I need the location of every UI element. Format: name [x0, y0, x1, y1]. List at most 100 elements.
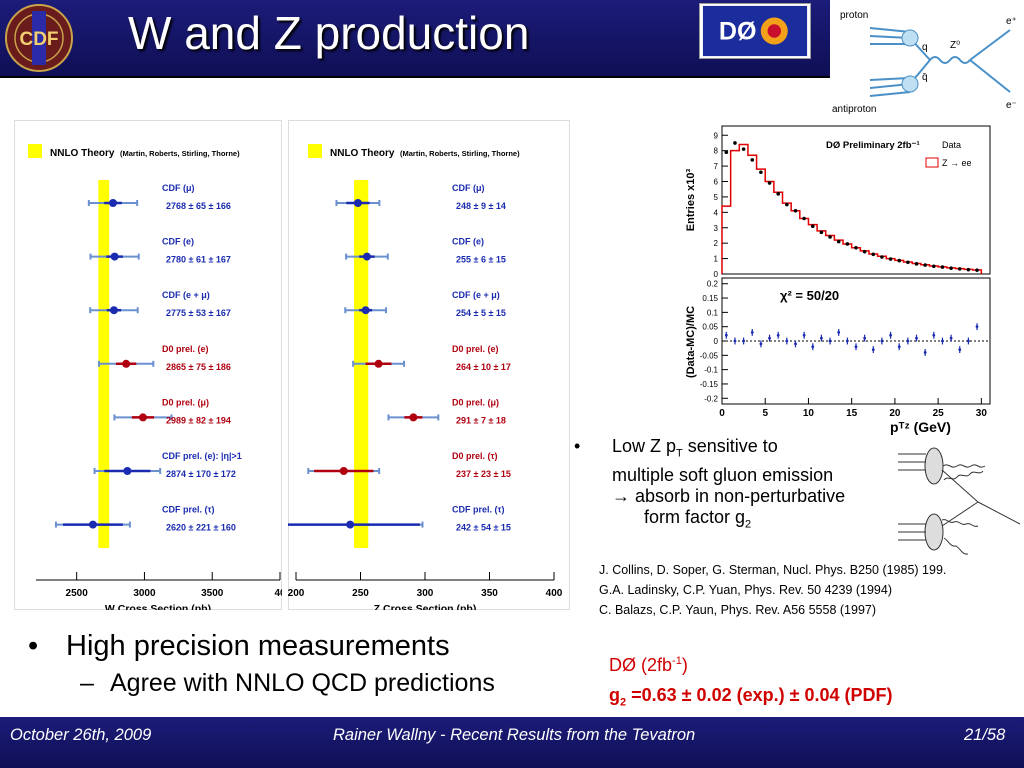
data-point	[966, 267, 971, 272]
measurement-label: CDF (e)	[162, 237, 194, 247]
d0-result-line2-sub: 2	[620, 696, 627, 709]
data-point	[845, 242, 850, 246]
measurement-value: 254 ± 5 ± 15	[456, 308, 506, 318]
d0-logo-text: DØ	[719, 18, 757, 46]
x-tick-label: 300	[417, 588, 434, 599]
x-tick-label: 200	[288, 588, 305, 599]
feynman-proton: proton	[840, 10, 868, 21]
reference-3: C. Balazs, C.P. Yaun, Phys. Rev. A56 555…	[599, 603, 877, 617]
ratio-point	[785, 339, 789, 343]
data-point	[949, 266, 953, 270]
data-point	[362, 252, 371, 261]
ratio-point	[759, 342, 763, 346]
ratio-point	[915, 336, 918, 340]
lowz-line1a: Low Z p	[612, 436, 677, 456]
data-point	[854, 245, 858, 250]
data-point	[123, 467, 132, 475]
x-axis-label: Z Cross Section (pb)	[374, 603, 477, 610]
ratio-point	[906, 339, 910, 343]
ratio-point	[802, 333, 806, 337]
measurement-label: D0 prel. (τ)	[452, 451, 498, 461]
x-axis-label: W Cross Section (pb)	[105, 603, 211, 610]
x-tick-label: 15	[846, 408, 858, 419]
y-tick-label: -0.15	[700, 380, 719, 389]
measurement-value: 2865 ± 75 ± 186	[166, 362, 231, 372]
chi2-label: χ² = 50/20	[780, 288, 839, 303]
lowz-bullet: • Low Z pT sensitive to multiple soft glu…	[574, 436, 914, 535]
data-point	[109, 306, 118, 315]
measurement-value: 2874 ± 170 ± 172	[166, 469, 236, 479]
x-tick-label: 40	[274, 588, 282, 599]
slide-title: W and Z production	[128, 7, 530, 59]
legend-label: NNLO Theory	[330, 148, 395, 159]
y-tick-label: 0.15	[702, 294, 718, 303]
bullet-sub: Agree with NNLO QCD predictions	[110, 669, 495, 697]
y-tick-label: 4	[714, 208, 719, 217]
x-tick-label: 3500	[201, 588, 224, 599]
y-axis-label-top: Entries x10³	[685, 168, 697, 231]
feynman-eminus: e⁻	[1006, 100, 1017, 111]
y-tick-label: 5	[714, 193, 719, 202]
ratio-point	[941, 339, 944, 343]
bullet-dot: •	[28, 630, 39, 662]
measurement-label: CDF (μ)	[452, 183, 485, 193]
feynman-antiproton: antiproton	[832, 104, 876, 115]
data-point	[88, 520, 97, 529]
x-tick-label: 25	[933, 408, 945, 419]
d0-logo: DØ	[699, 3, 811, 59]
cdf-logo-text: CDF	[19, 29, 58, 50]
feynman-qbar: q̄	[922, 72, 928, 83]
x-tick-label: 250	[352, 588, 369, 599]
bullet-dot: •	[574, 436, 581, 456]
ratio-point	[932, 333, 936, 337]
ratio-point	[845, 339, 849, 343]
ratio-point	[768, 336, 771, 340]
data-point	[374, 359, 383, 368]
legend-swatch	[308, 144, 322, 158]
measurement-value: 2780 ± 61 ± 167	[166, 255, 231, 265]
legend-mc-swatch	[925, 157, 939, 168]
y-tick-label: 7	[714, 162, 719, 171]
y-tick-label: 3	[714, 224, 719, 233]
data-point	[724, 150, 729, 155]
x-tick-label: 0	[719, 408, 725, 419]
references: J. Collins, D. Soper, G. Sterman, Nucl. …	[599, 560, 946, 620]
data-point	[122, 359, 131, 368]
ratio-point	[811, 345, 815, 349]
data-point	[733, 141, 737, 145]
data-point	[108, 199, 117, 207]
data-point	[897, 258, 902, 263]
y-tick-label: 8	[714, 147, 719, 156]
ratio-point	[966, 339, 970, 343]
d0-result-line2a: g	[609, 685, 620, 705]
pt-distribution-plot: 9 8 7 6 5 4 3 2 1 0 0.2 0.15 0.1 0.05 0 -0.05 -0.1 -0.15-…	[680, 120, 998, 440]
measurement-value: 291 ± 7 ± 18	[456, 415, 506, 425]
z-cross-section-plot: NNLO Theory (Martin, Roberts, Stirling, T…	[276, 120, 570, 615]
data-point	[361, 306, 370, 315]
measurement-label: D0 prel. (e)	[162, 344, 209, 354]
ratio-point	[897, 345, 901, 349]
measurement-value: 2989 ± 82 ± 194	[166, 415, 231, 425]
ratio-point	[871, 348, 875, 351]
measurement-label: CDF (μ)	[162, 183, 195, 193]
feynman-diagram: proton antiproton q q̄ Z⁰ e⁺ e⁻	[830, 0, 1024, 118]
y-tick-label: 0.1	[707, 308, 719, 317]
d0-result-line1a: DØ (2fb	[609, 655, 673, 675]
ratio-point	[949, 336, 953, 340]
data-point	[888, 257, 893, 261]
data-point	[932, 264, 936, 269]
legend-swatch	[28, 144, 42, 158]
measurement-value: 248 ± 9 ± 14	[456, 201, 506, 211]
data-point	[871, 252, 876, 257]
reference-2: G.A. Ladinsky, C.P. Yuan, Phys. Rev. 50 …	[599, 583, 892, 597]
lowz-line3: → absorb in non-perturbative	[612, 485, 846, 506]
y-tick-label: 6	[714, 178, 719, 187]
data-point	[975, 268, 979, 272]
feynman-q: q	[922, 42, 928, 53]
x-tick-label: 400	[546, 588, 563, 599]
data-point	[819, 230, 824, 235]
ratio-point	[958, 348, 962, 351]
footer-date: October 26th, 2009	[10, 726, 152, 744]
y-tick-label: -0.1	[704, 366, 718, 375]
measurement-value: 2620 ± 221 ± 160	[166, 523, 236, 533]
